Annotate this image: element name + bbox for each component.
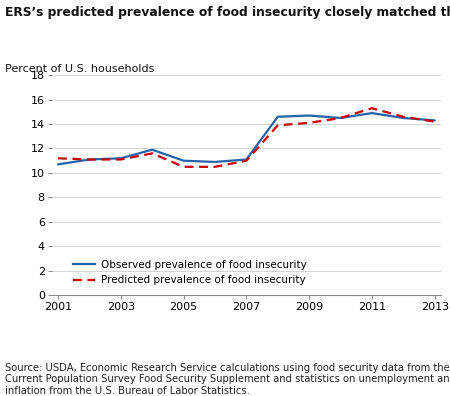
Predicted prevalence of food insecurity <box>369 106 375 110</box>
Predicted prevalence of food insecurity <box>118 157 123 162</box>
Predicted prevalence of food insecurity <box>400 114 406 119</box>
Predicted prevalence of food insecurity <box>338 116 343 120</box>
Observed prevalence of food insecurity <box>338 116 343 120</box>
Predicted prevalence of food insecurity <box>181 164 186 169</box>
Predicted prevalence of food insecurity <box>244 158 249 163</box>
Observed prevalence of food insecurity <box>306 113 312 118</box>
Observed prevalence of food insecurity <box>149 147 155 152</box>
Observed prevalence of food insecurity <box>400 116 406 120</box>
Observed prevalence of food insecurity <box>212 160 218 164</box>
Observed prevalence of food insecurity <box>244 157 249 162</box>
Legend: Observed prevalence of food insecurity, Predicted prevalence of food insecurity: Observed prevalence of food insecurity, … <box>72 260 306 286</box>
Predicted prevalence of food insecurity <box>212 164 218 169</box>
Observed prevalence of food insecurity <box>87 157 92 162</box>
Observed prevalence of food insecurity <box>55 162 61 167</box>
Observed prevalence of food insecurity <box>275 114 280 119</box>
Predicted prevalence of food insecurity <box>275 123 280 128</box>
Observed prevalence of food insecurity <box>181 158 186 163</box>
Predicted prevalence of food insecurity <box>149 151 155 156</box>
Line: Observed prevalence of food insecurity: Observed prevalence of food insecurity <box>58 113 435 164</box>
Line: Predicted prevalence of food insecurity: Predicted prevalence of food insecurity <box>58 108 435 167</box>
Observed prevalence of food insecurity <box>118 156 123 161</box>
Text: ERS’s predicted prevalence of food insecurity closely matched the observed preva: ERS’s predicted prevalence of food insec… <box>5 6 450 19</box>
Observed prevalence of food insecurity <box>369 111 375 116</box>
Predicted prevalence of food insecurity <box>432 119 437 124</box>
Text: Source: USDA, Economic Research Service calculations using food security data fr: Source: USDA, Economic Research Service … <box>5 363 450 396</box>
Observed prevalence of food insecurity <box>432 118 437 123</box>
Predicted prevalence of food insecurity <box>306 120 312 125</box>
Predicted prevalence of food insecurity <box>87 157 92 162</box>
Predicted prevalence of food insecurity <box>55 156 61 161</box>
Text: Percent of U.S. households: Percent of U.S. households <box>5 64 155 74</box>
